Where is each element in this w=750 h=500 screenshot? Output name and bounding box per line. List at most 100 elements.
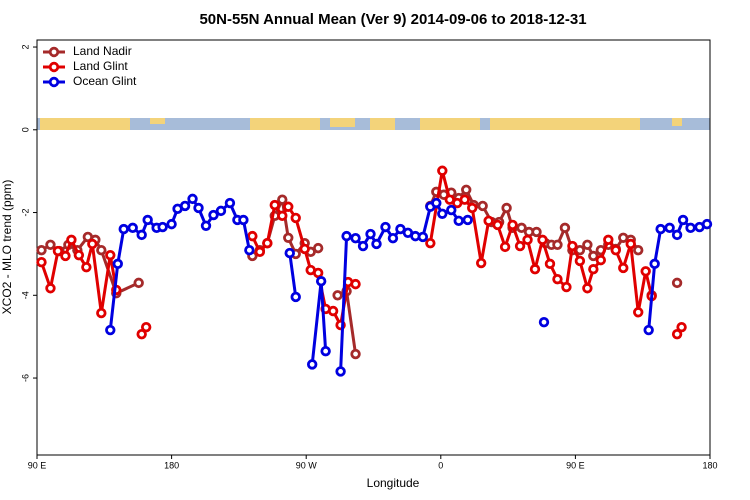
data-point bbox=[45, 283, 56, 294]
data-point bbox=[60, 250, 71, 262]
data-point bbox=[387, 232, 399, 244]
data-point bbox=[483, 215, 494, 227]
data-point bbox=[312, 267, 324, 279]
data-point bbox=[380, 221, 391, 233]
data-point bbox=[320, 345, 331, 357]
data-point bbox=[633, 244, 644, 256]
legend-label: Land Nadir bbox=[73, 44, 132, 58]
data-point bbox=[350, 278, 361, 290]
data-point bbox=[676, 321, 687, 333]
land-ocean-strip bbox=[37, 118, 710, 130]
data-point bbox=[633, 307, 644, 318]
data-point bbox=[618, 262, 629, 274]
legend-label: Land Glint bbox=[73, 59, 128, 73]
data-point bbox=[701, 218, 713, 230]
data-point bbox=[105, 249, 116, 261]
data-point bbox=[567, 240, 578, 252]
data-point bbox=[462, 214, 473, 226]
data-point bbox=[73, 249, 85, 261]
x-tick-label: 180 bbox=[164, 460, 179, 470]
y-axis-label: XCO2 - MLO trend (ppm) bbox=[0, 180, 14, 315]
data-point bbox=[127, 222, 138, 234]
data-point bbox=[45, 239, 56, 251]
data-point bbox=[105, 324, 116, 336]
x-tick-label: 0 bbox=[438, 460, 443, 470]
data-point bbox=[341, 230, 352, 242]
data-point bbox=[81, 261, 92, 273]
data-point bbox=[96, 307, 107, 319]
data-point bbox=[299, 243, 310, 255]
data-point bbox=[664, 222, 675, 234]
data-point bbox=[437, 165, 448, 176]
data-point bbox=[283, 201, 294, 212]
data-point bbox=[254, 246, 266, 258]
data-point bbox=[531, 226, 542, 238]
data-point bbox=[335, 366, 346, 377]
data-point bbox=[507, 219, 518, 231]
data-point bbox=[552, 239, 563, 251]
data-point bbox=[499, 241, 511, 253]
data-point bbox=[96, 244, 107, 256]
data-point bbox=[166, 218, 177, 230]
data-point bbox=[87, 238, 98, 250]
data-point bbox=[522, 234, 533, 246]
data-point bbox=[425, 237, 436, 249]
data-point bbox=[187, 193, 198, 205]
data-point bbox=[66, 234, 77, 246]
x-axis-label: Longitude bbox=[367, 476, 420, 490]
plot-frame bbox=[36, 39, 711, 456]
data-point bbox=[238, 214, 249, 226]
data-point bbox=[431, 197, 442, 209]
y-tick-label: -2 bbox=[20, 209, 30, 217]
data-point bbox=[446, 204, 457, 216]
data-point bbox=[437, 208, 448, 219]
data-point bbox=[395, 223, 406, 235]
data-point bbox=[475, 257, 487, 269]
chart-title: 50N-55N Annual Mean (Ver 9) 2014-09-06 t… bbox=[199, 11, 586, 28]
data-point bbox=[133, 277, 144, 289]
series bbox=[105, 193, 713, 377]
data-point bbox=[118, 223, 129, 235]
data-point bbox=[610, 244, 621, 256]
data-point bbox=[277, 210, 288, 222]
y-tick-label: -4 bbox=[20, 291, 30, 299]
data-point bbox=[157, 221, 168, 233]
data-point bbox=[140, 321, 152, 333]
data-point bbox=[327, 305, 339, 317]
data-point bbox=[244, 244, 255, 256]
data-point bbox=[283, 232, 294, 243]
data-point bbox=[677, 214, 689, 226]
data-point bbox=[277, 194, 288, 205]
data-point bbox=[136, 229, 147, 241]
data-point bbox=[477, 200, 488, 212]
y-tick-label: 0 bbox=[20, 127, 30, 132]
data-point bbox=[649, 258, 660, 270]
series-line bbox=[251, 203, 356, 327]
data-point bbox=[224, 197, 236, 209]
data-point bbox=[537, 234, 548, 246]
y-tick-label: -6 bbox=[20, 374, 30, 382]
data-point bbox=[671, 229, 683, 241]
data-point bbox=[417, 231, 429, 243]
series-line bbox=[288, 252, 298, 298]
data-point bbox=[461, 184, 472, 195]
data-point bbox=[603, 234, 614, 246]
data-point bbox=[643, 324, 654, 336]
data-point bbox=[671, 277, 683, 289]
data-point bbox=[179, 200, 191, 212]
data-point bbox=[588, 250, 599, 262]
data-point bbox=[552, 273, 563, 285]
data-point bbox=[142, 214, 153, 226]
data-point bbox=[200, 220, 212, 231]
data-point bbox=[492, 219, 503, 231]
data-point bbox=[269, 199, 280, 211]
series-line bbox=[108, 197, 251, 331]
data-point bbox=[290, 291, 301, 303]
data-point bbox=[671, 328, 683, 340]
data-point bbox=[284, 247, 295, 259]
series bbox=[36, 165, 687, 340]
data-point bbox=[371, 238, 382, 250]
data-point bbox=[544, 258, 556, 270]
data-point bbox=[247, 230, 258, 242]
